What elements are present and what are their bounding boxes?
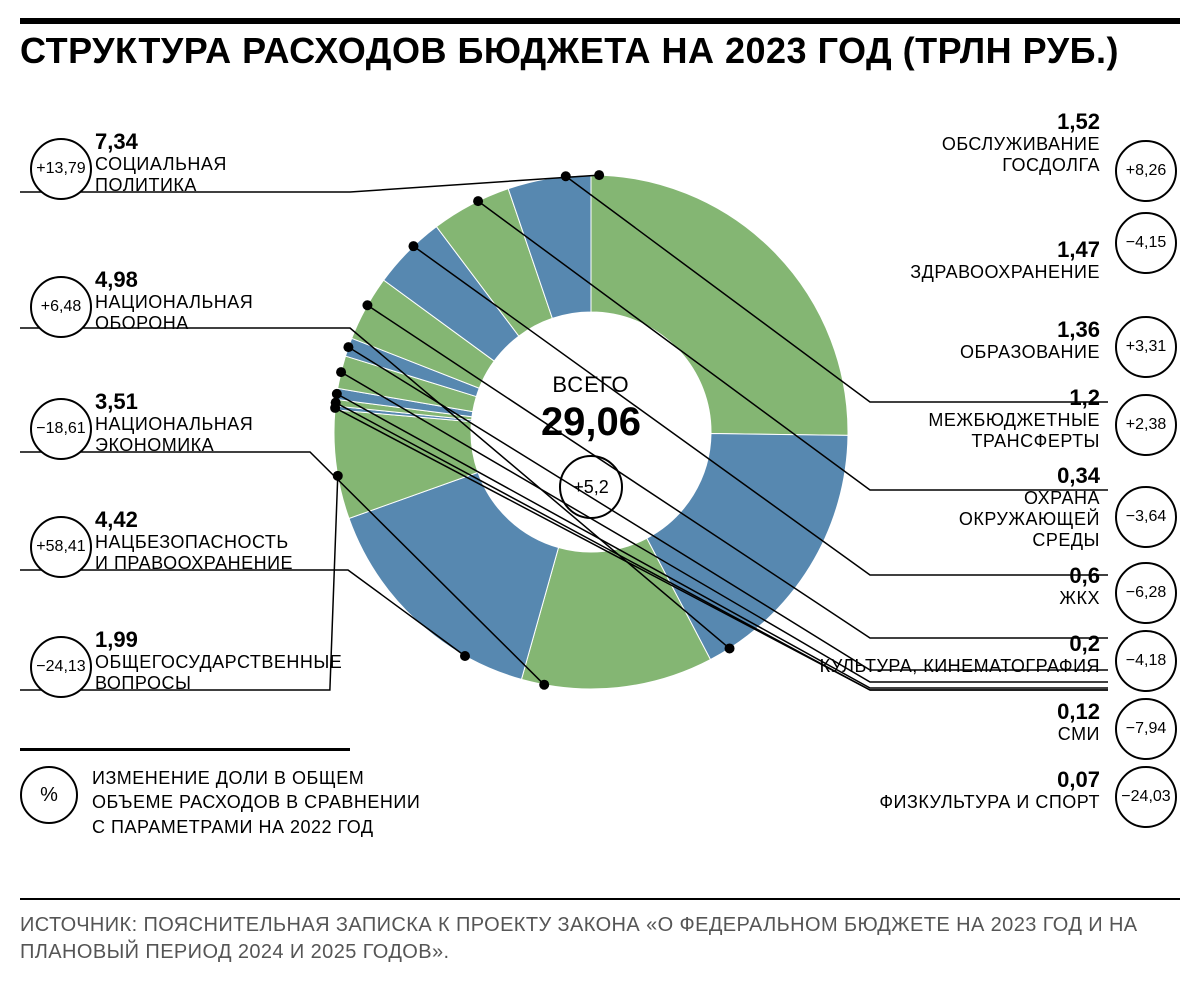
item-label: ФИЗКУЛЬТУРА И СПОРТ <box>800 792 1100 813</box>
leader-dot-zkh <box>336 367 346 377</box>
leader-dot-education <box>408 241 418 251</box>
item-defense: 4,98НАЦИОНАЛЬНАЯОБОРОНА <box>95 268 355 334</box>
item-economy: 3,51НАЦИОНАЛЬНАЯЭКОНОМИКА <box>95 390 355 456</box>
item-value: 4,98 <box>95 268 355 292</box>
bottom-rule <box>20 898 1180 900</box>
legend: %ИЗМЕНЕНИЕ ДОЛИ В ОБЩЕМ ОБЪЕМЕ РАСХОДОВ … <box>20 766 440 839</box>
leader-dot-economy <box>539 680 549 690</box>
item-state: 1,99ОБЩЕГОСУДАРСТВЕННЫЕВОПРОСЫ <box>95 628 355 694</box>
item-health: 1,47ЗДРАВООХРАНЕНИЕ <box>800 238 1100 283</box>
change-badge-transfers: +2,38 <box>1115 394 1177 456</box>
item-transfers: 1,2МЕЖБЮДЖЕТНЫЕТРАНСФЕРТЫ <box>800 386 1100 452</box>
item-label: КУЛЬТУРА, КИНЕМАТОГРАФИЯ <box>800 656 1100 677</box>
change-badge-zkh: −6,28 <box>1115 562 1177 624</box>
item-label-3: СРЕДЫ <box>800 530 1100 551</box>
item-value: 0,2 <box>800 632 1100 656</box>
change-badge-debt: +8,26 <box>1115 140 1177 202</box>
item-value: 1,2 <box>800 386 1100 410</box>
item-label: ОБРАЗОВАНИЕ <box>800 342 1100 363</box>
item-label-2: ПОЛИТИКА <box>95 175 355 196</box>
change-badge-economy: −18,61 <box>30 398 92 460</box>
change-badge-social: +13,79 <box>30 138 92 200</box>
item-label: ОБЩЕГОСУДАРСТВЕННЫЕ <box>95 652 355 673</box>
change-badge-defense: +6,48 <box>30 276 92 338</box>
item-value: 0,34 <box>800 464 1100 488</box>
item-label: МЕЖБЮДЖЕТНЫЕ <box>800 410 1100 431</box>
item-value: 1,47 <box>800 238 1100 262</box>
legend-divider <box>20 748 350 751</box>
change-badge-education: +3,31 <box>1115 316 1177 378</box>
item-value: 3,51 <box>95 390 355 414</box>
change-badge-state: −24,13 <box>30 636 92 698</box>
item-label: СМИ <box>800 724 1100 745</box>
item-label-2: И ПРАВООХРАНЕНИЕ <box>95 553 355 574</box>
item-value: 4,42 <box>95 508 355 532</box>
leader-dot-defense <box>725 643 735 653</box>
item-value: 0,07 <box>800 768 1100 792</box>
item-value: 1,99 <box>95 628 355 652</box>
change-badge-ecology: −3,64 <box>1115 486 1177 548</box>
item-debt: 1,52ОБСЛУЖИВАНИЕГОСДОЛГА <box>800 110 1100 176</box>
leader-dot-health <box>473 196 483 206</box>
leader-dot-state <box>333 471 343 481</box>
change-badge-health: −4,15 <box>1115 212 1177 274</box>
item-label-2: ОКРУЖАЮЩЕЙ <box>800 509 1100 530</box>
item-social: 7,34СОЦИАЛЬНАЯПОЛИТИКА <box>95 130 355 196</box>
item-label: НАЦИОНАЛЬНАЯ <box>95 292 355 313</box>
item-label: НАЦБЕЗОПАСНОСТЬ <box>95 532 355 553</box>
item-value: 1,36 <box>800 318 1100 342</box>
leader-dot-social <box>594 170 604 180</box>
item-label: СОЦИАЛЬНАЯ <box>95 154 355 175</box>
legend-percent-icon: % <box>20 766 78 824</box>
item-value: 7,34 <box>95 130 355 154</box>
item-label: НАЦИОНАЛЬНАЯ <box>95 414 355 435</box>
item-label-2: ВОПРОСЫ <box>95 673 355 694</box>
item-sport: 0,07ФИЗКУЛЬТУРА И СПОРТ <box>800 768 1100 813</box>
item-value: 0,12 <box>800 700 1100 724</box>
item-security: 4,42НАЦБЕЗОПАСНОСТЬИ ПРАВООХРАНЕНИЕ <box>95 508 355 574</box>
item-education: 1,36ОБРАЗОВАНИЕ <box>800 318 1100 363</box>
change-badge-security: +58,41 <box>30 516 92 578</box>
item-label-2: ГОСДОЛГА <box>800 155 1100 176</box>
leader-dot-security <box>460 651 470 661</box>
change-badge-media: −7,94 <box>1115 698 1177 760</box>
item-label: ОХРАНА <box>800 488 1100 509</box>
item-culture: 0,2КУЛЬТУРА, КИНЕМАТОГРАФИЯ <box>800 632 1100 677</box>
source-text: ИСТОЧНИК: ПОЯСНИТЕЛЬНАЯ ЗАПИСКА К ПРОЕКТ… <box>20 912 1180 966</box>
item-value: 1,52 <box>800 110 1100 134</box>
item-value: 0,6 <box>800 564 1100 588</box>
item-media: 0,12СМИ <box>800 700 1100 745</box>
item-label: ЖКХ <box>800 588 1100 609</box>
leader-dot-transfers <box>362 300 372 310</box>
item-label: ЗДРАВООХРАНЕНИЕ <box>800 262 1100 283</box>
item-ecology: 0,34ОХРАНАОКРУЖАЮЩЕЙСРЕДЫ <box>800 464 1100 550</box>
item-label-2: ЭКОНОМИКА <box>95 435 355 456</box>
leader-dot-debt <box>561 171 571 181</box>
change-badge-culture: −4,18 <box>1115 630 1177 692</box>
item-label-2: ОБОРОНА <box>95 313 355 334</box>
item-label-2: ТРАНСФЕРТЫ <box>800 431 1100 452</box>
change-badge-sport: −24,03 <box>1115 766 1177 828</box>
item-label: ОБСЛУЖИВАНИЕ <box>800 134 1100 155</box>
leader-dot-ecology <box>343 342 353 352</box>
legend-text: ИЗМЕНЕНИЕ ДОЛИ В ОБЩЕМ ОБЪЕМЕ РАСХОДОВ В… <box>92 766 422 839</box>
item-zkh: 0,6ЖКХ <box>800 564 1100 609</box>
